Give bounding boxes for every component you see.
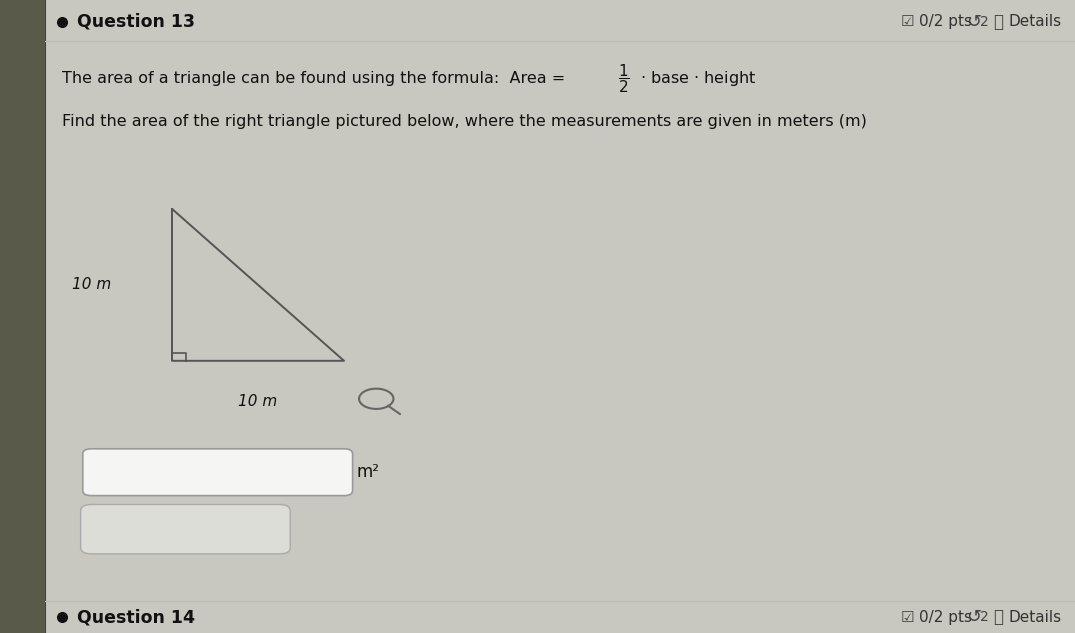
Text: 0/2 pts: 0/2 pts — [919, 610, 972, 625]
Text: The area of a triangle can be found using the formula:  Area =: The area of a triangle can be found usin… — [62, 71, 571, 86]
Text: $\dfrac{1}{2}$: $\dfrac{1}{2}$ — [618, 62, 630, 95]
Text: Question 14: Question 14 — [77, 608, 196, 626]
Text: Find the area of the right triangle pictured below, where the measurements are g: Find the area of the right triangle pict… — [62, 114, 868, 129]
Text: ↺: ↺ — [966, 608, 981, 626]
Text: m²: m² — [357, 463, 379, 481]
Text: $\cdot$ base $\cdot$ height: $\cdot$ base $\cdot$ height — [640, 69, 756, 88]
Text: Details: Details — [1008, 14, 1061, 29]
Text: ↺: ↺ — [966, 13, 981, 30]
Text: 10 m: 10 m — [72, 277, 111, 292]
Text: ⓘ: ⓘ — [993, 13, 1003, 30]
FancyBboxPatch shape — [83, 449, 353, 496]
Text: ☑: ☑ — [901, 14, 915, 29]
Text: Question 13: Question 13 — [77, 13, 196, 30]
Text: ⓘ: ⓘ — [993, 608, 1003, 626]
Text: Check Answer: Check Answer — [131, 522, 240, 537]
Text: 10 m: 10 m — [239, 394, 277, 410]
FancyBboxPatch shape — [81, 505, 290, 554]
Text: ☑: ☑ — [901, 610, 915, 625]
Bar — [0, 0, 45, 633]
Text: 2: 2 — [980, 15, 989, 28]
Text: 0/2 pts: 0/2 pts — [919, 14, 972, 29]
Text: 2: 2 — [980, 610, 989, 624]
Text: Details: Details — [1008, 610, 1061, 625]
